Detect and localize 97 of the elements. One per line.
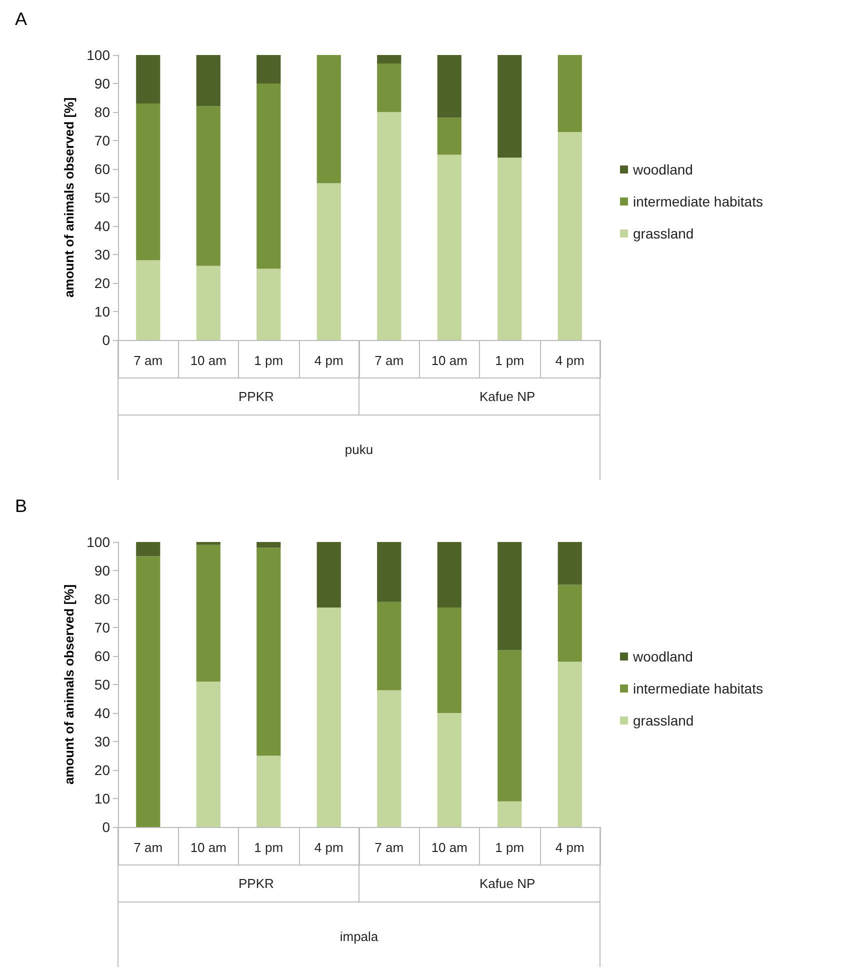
y-tick-label: 30 (94, 734, 110, 750)
bar (196, 55, 220, 106)
text: Kafue NP (479, 876, 536, 891)
legend-label: intermediate habitats (633, 680, 763, 696)
y-tick-label: 80 (94, 104, 110, 120)
bar (136, 542, 160, 556)
legend-label: grassland (633, 712, 694, 728)
bar (196, 544, 220, 682)
text: PPKR (238, 876, 274, 891)
x-tick-label: 1 pm (495, 353, 524, 368)
x-tick-label: 7 am (134, 840, 163, 855)
x-tick-label: 10 am (431, 840, 468, 855)
y-tick-label: 0 (102, 819, 110, 835)
bar (316, 55, 341, 184)
bar (196, 542, 220, 545)
bar (136, 103, 160, 260)
y-tick-label: 20 (94, 275, 110, 291)
bar (498, 650, 522, 802)
y-tick-label: 40 (94, 705, 110, 721)
bar (377, 55, 402, 64)
x-tick-label: 4 pm (314, 353, 344, 368)
bar (256, 756, 281, 827)
bar (558, 132, 582, 340)
bar (437, 542, 462, 608)
x-tick-label: 4 pm (555, 840, 584, 855)
x-tick-label: 10 am (431, 353, 468, 368)
x-axis-title: impala (340, 929, 379, 944)
chart-title: A (15, 9, 28, 29)
y-tick-label: 50 (94, 676, 110, 692)
y-tick-label: 60 (94, 161, 110, 177)
bar (377, 112, 402, 340)
x-tick-label: 1 pm (495, 840, 524, 855)
y-tick-label: 80 (94, 591, 110, 607)
y-tick-label: 40 (94, 218, 110, 234)
y-tick-label: 90 (94, 562, 110, 578)
bar (498, 158, 522, 340)
y-axis-title: amount of animals observed [%] (62, 97, 77, 298)
text: Kafue NP (479, 389, 536, 404)
bar (377, 690, 402, 827)
legend-label: intermediate habitats (633, 194, 763, 210)
bar (136, 556, 160, 827)
bar (437, 118, 462, 155)
bar (316, 183, 341, 340)
bar (256, 84, 281, 269)
legend-label: woodland (632, 648, 693, 664)
bar (256, 55, 281, 84)
bar (316, 542, 341, 608)
bar (316, 608, 341, 827)
bar (377, 64, 402, 112)
bar (196, 106, 220, 266)
bar (136, 55, 160, 104)
chart-title: B (15, 496, 28, 516)
bar (196, 682, 220, 827)
bar (377, 542, 402, 602)
x-tick-label: 7 am (374, 840, 404, 855)
legend-label: grassland (633, 226, 694, 242)
y-tick-label: 0 (102, 332, 110, 348)
y-tick-label: 90 (94, 76, 110, 92)
bar (437, 55, 462, 118)
x-tick-label: 1 pm (254, 353, 284, 368)
bar (437, 154, 462, 340)
bar (558, 584, 582, 662)
y-tick-label: 20 (94, 762, 110, 778)
y-tick-label: 70 (94, 132, 110, 148)
bar (498, 542, 522, 650)
bar (136, 260, 160, 340)
bar (437, 713, 462, 827)
y-tick-label: 100 (86, 47, 110, 63)
text: PPKR (238, 389, 274, 404)
y-tick-label: 100 (86, 534, 110, 550)
x-axis-title: puku (344, 442, 374, 457)
bar (498, 55, 522, 158)
bar (558, 662, 582, 827)
bar (558, 55, 582, 132)
y-tick-label: 70 (94, 620, 110, 636)
y-tick-label: 10 (94, 790, 110, 806)
bar (558, 542, 582, 585)
x-tick-label: 7 am (134, 353, 163, 368)
x-tick-label: 10 am (190, 840, 226, 855)
x-tick-label: 4 pm (314, 840, 344, 855)
bar (256, 268, 281, 340)
y-tick-label: 10 (94, 304, 110, 320)
x-tick-label: 7 am (374, 353, 404, 368)
y-tick-label: 30 (94, 246, 110, 262)
y-tick-label: 60 (94, 648, 110, 664)
x-tick-label: 4 pm (555, 353, 584, 368)
x-tick-label: 1 pm (254, 840, 284, 855)
bar (256, 548, 281, 756)
x-tick-label: 10 am (190, 353, 226, 368)
bar (196, 266, 220, 340)
legend-label: woodland (632, 162, 693, 178)
bar (377, 602, 402, 690)
bar (437, 608, 462, 713)
bar (256, 542, 281, 548)
y-tick-label: 50 (94, 190, 110, 206)
bar (498, 801, 522, 827)
y-axis-title: amount of animals observed [%] (62, 584, 77, 785)
